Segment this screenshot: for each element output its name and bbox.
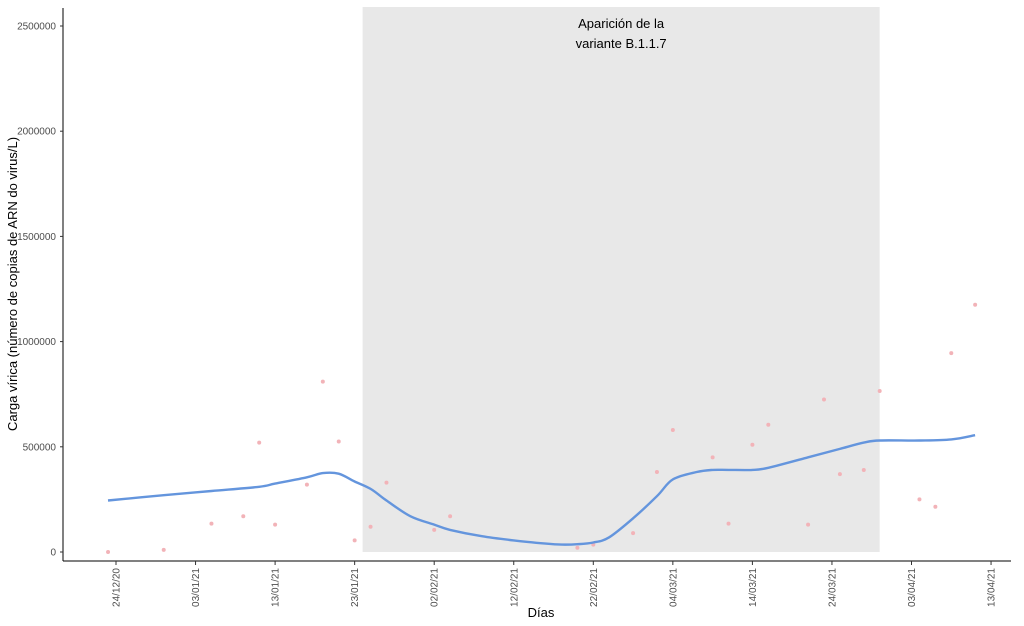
data-point: [973, 302, 978, 307]
data-point: [241, 514, 246, 519]
data-point: [933, 504, 938, 509]
data-point: [257, 440, 262, 445]
x-tick-label: 03/01/21: [191, 568, 202, 607]
data-point: [949, 351, 954, 356]
data-point: [336, 439, 341, 444]
annotation-line-2: variante B.1.1.7: [576, 36, 667, 51]
x-tick-label: 03/04/21: [907, 568, 918, 607]
data-point: [917, 497, 922, 502]
x-axis-title: Días: [528, 605, 555, 620]
data-point: [106, 550, 111, 554]
x-tick-label: 24/03/21: [827, 568, 838, 607]
x-tick-label: 24/12/20: [112, 568, 123, 607]
y-tick-label: 0: [50, 548, 56, 559]
data-point: [368, 524, 373, 529]
data-point: [631, 531, 636, 536]
data-point: [320, 379, 325, 384]
data-point: [654, 470, 659, 475]
data-point: [821, 397, 826, 402]
x-tick-label: 12/02/21: [509, 568, 520, 607]
data-point: [161, 547, 166, 552]
x-tick-label: 22/02/21: [589, 568, 600, 607]
data-point: [837, 472, 842, 477]
data-point: [575, 545, 580, 550]
y-tick-label: 1500000: [17, 232, 56, 243]
variant-period-region: [362, 7, 880, 552]
x-tick-label: 04/03/21: [668, 568, 679, 607]
data-point: [750, 442, 755, 447]
data-point: [861, 467, 866, 472]
annotation-line-1: Aparición de la: [578, 16, 665, 31]
data-point: [766, 422, 771, 427]
trend-line: [107, 434, 976, 546]
data-point: [273, 522, 278, 527]
data-point: [710, 455, 715, 460]
x-tick-label: 13/01/21: [271, 568, 282, 607]
x-tick-label: 23/01/21: [350, 568, 361, 607]
x-tick-label: 13/04/21: [987, 568, 998, 607]
y-tick-label: 1000000: [17, 337, 56, 348]
x-tick-label: 14/03/21: [748, 568, 759, 607]
data-point: [209, 521, 214, 526]
data-point: [726, 521, 731, 526]
data-point: [806, 522, 811, 527]
x-tick-label: 02/02/21: [430, 568, 441, 607]
y-axis-title: Carga vírica (número de copias de ARN do…: [5, 137, 20, 431]
y-tick-label: 2000000: [17, 127, 56, 138]
data-point: [384, 480, 389, 485]
y-tick-label: 500000: [23, 442, 57, 453]
data-point: [670, 427, 675, 432]
y-tick-label: 2500000: [17, 22, 56, 33]
data-point: [877, 389, 882, 394]
data-point: [304, 482, 309, 487]
data-point: [448, 514, 453, 519]
data-point: [352, 538, 357, 543]
data-point: [432, 527, 437, 532]
